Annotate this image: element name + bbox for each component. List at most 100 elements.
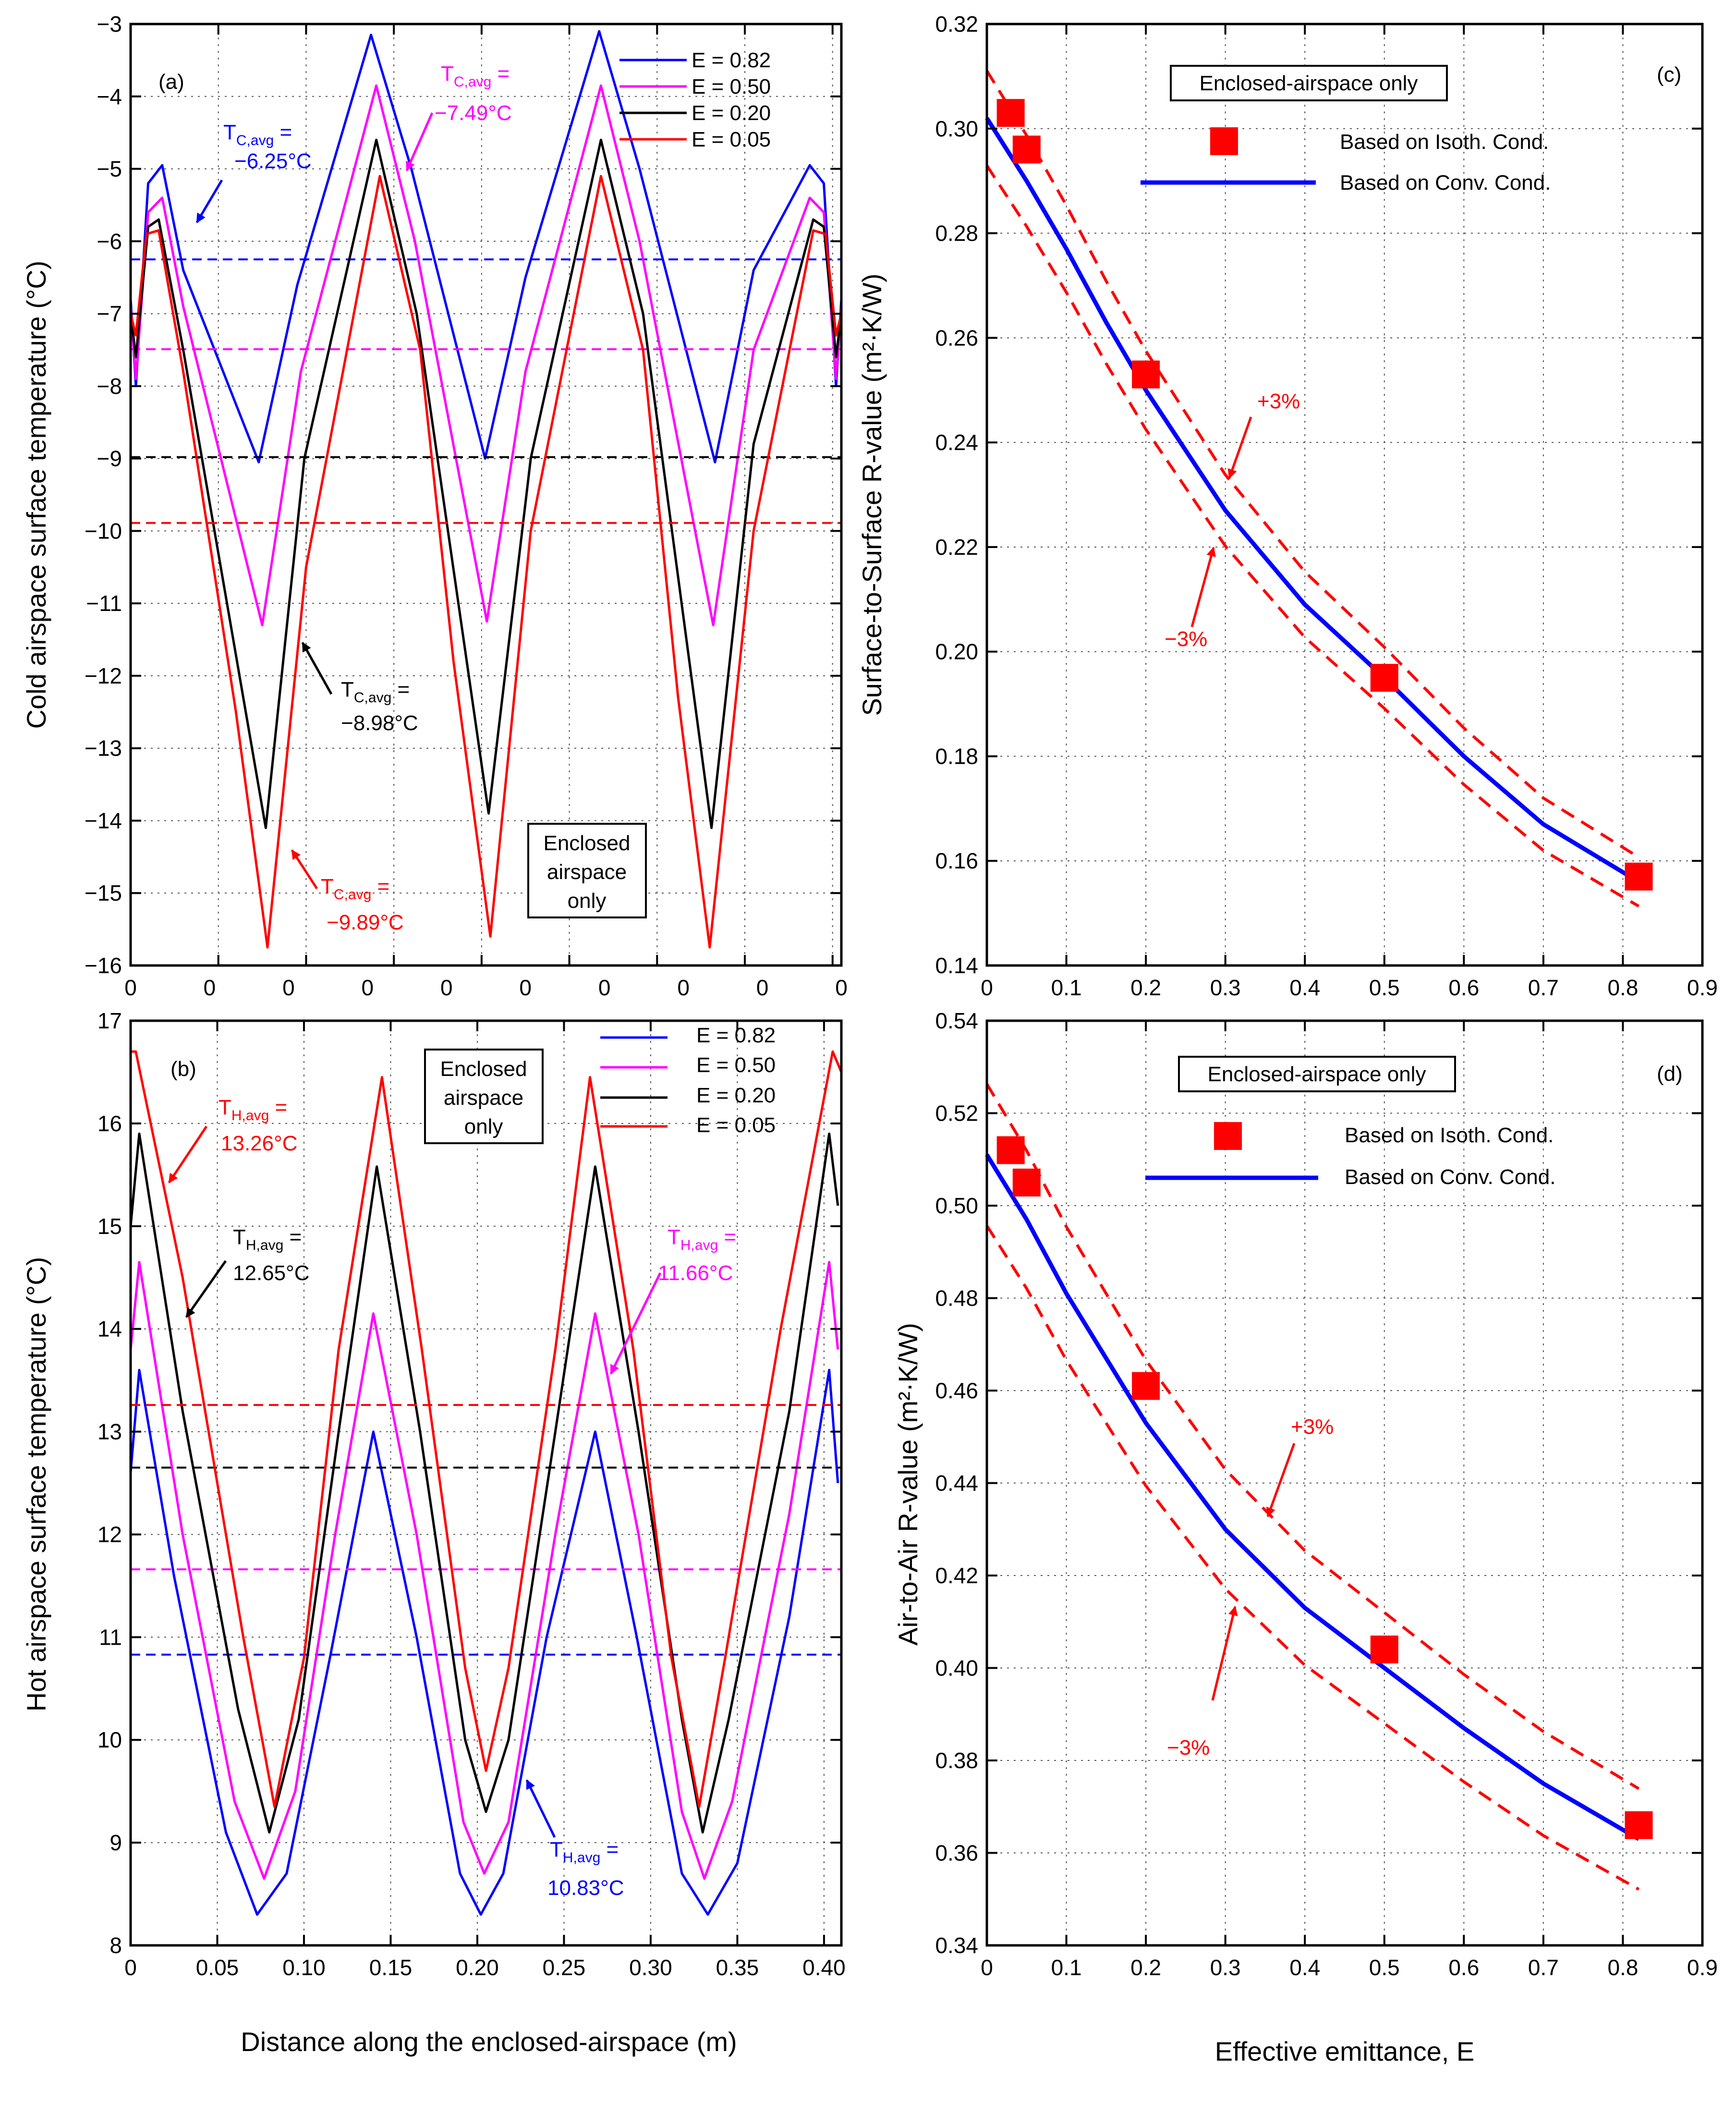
xtick-label-d: 0.9 — [1687, 1955, 1718, 1980]
ytick-label-c: 0.32 — [935, 12, 978, 37]
panel-d-plus-text: +3% — [1291, 1415, 1334, 1439]
annot-b-blue-val: 10.83°C — [547, 1876, 624, 1900]
ytick-label-c: 0.14 — [935, 953, 978, 978]
annot-b-black: TH,avg = 12.65°C — [185, 1225, 309, 1318]
legend-a-label-082: E = 0.82 — [692, 49, 771, 72]
panel-c-minus-text: −3% — [1165, 627, 1207, 651]
ytick-label-d: 0.54 — [935, 1008, 978, 1033]
marker-d-3 — [1370, 1636, 1398, 1663]
annot-b-red: TH,avg = 13.26°C — [168, 1096, 297, 1184]
xtick-label-a: 0 — [677, 975, 690, 1000]
panel-c-boxlabel: Enclosed-airspace only — [1170, 65, 1448, 101]
panel-b-data — [129, 1050, 843, 1916]
ytick-label-a: −11 — [86, 591, 122, 616]
ytick-label-b: 10 — [97, 1727, 122, 1752]
marker-c-0 — [996, 99, 1025, 127]
annot-b-blk-t: T — [233, 1225, 246, 1249]
svg-text:TC,avg =: TC,avg = — [341, 678, 410, 706]
marker-c-3 — [1370, 664, 1398, 692]
ytick-label-c: 0.16 — [935, 848, 978, 873]
annot-b-blk-sub: H,avg — [246, 1237, 283, 1253]
xtick-label-b: 0 — [124, 1955, 137, 1980]
ytick-label-a: −12 — [85, 663, 122, 688]
annot-a-blk-val: −8.98°C — [341, 711, 418, 735]
annot-a-mag-val: −7.49°C — [435, 101, 512, 125]
svg-text:TH,avg =: TH,avg = — [233, 1225, 302, 1253]
note-b-line1: Enclosed — [440, 1057, 527, 1081]
svg-text:TC,avg =: TC,avg = — [321, 875, 389, 903]
ytick-label-d: 0.34 — [935, 1933, 978, 1958]
ytick-label-b: 12 — [97, 1522, 122, 1547]
ytick-label-c: 0.26 — [935, 325, 978, 350]
fit-curve-d — [985, 1153, 1640, 1841]
ytick-label-a: −6 — [97, 229, 122, 254]
xtick-label-c: 0.7 — [1528, 975, 1559, 1000]
annot-b-red-eq: = — [269, 1096, 287, 1119]
panel-a-ticks — [130, 23, 841, 966]
xtick-label-d: 0.4 — [1289, 1955, 1320, 1980]
series-line-b-2 — [129, 1132, 839, 1834]
annot-b-blue-t: T — [550, 1838, 563, 1861]
marker-c-2 — [1132, 360, 1160, 389]
ytick-label-d: 0.50 — [935, 1193, 978, 1218]
ytick-label-d: 0.36 — [935, 1841, 978, 1866]
xtick-label-d: 0.6 — [1448, 1955, 1479, 1980]
panel-d-data — [985, 1083, 1653, 1891]
legend-d-line-label: Based on Conv. Cond. — [1345, 1165, 1555, 1189]
series-line-a-3 — [129, 175, 843, 949]
ytick-label-b: 13 — [97, 1419, 122, 1444]
ytick-label-c: 0.22 — [935, 535, 978, 560]
annot-b-blue-eq: = — [600, 1838, 619, 1861]
annot-b-red-t: T — [219, 1096, 231, 1119]
ytick-label-b: 17 — [97, 1008, 122, 1033]
xtick-label-a: 0 — [598, 975, 611, 1000]
panel-d-plus: +3% — [1266, 1415, 1334, 1517]
ytick-label-c: 0.28 — [935, 221, 978, 246]
xtick-label-c: 0.2 — [1130, 975, 1161, 1000]
xtick-label-c: 0 — [981, 975, 993, 1000]
panel-b-xlabel: Distance along the enclosed-airspace (m) — [241, 2027, 737, 2057]
note-a-line2: airspace — [547, 860, 627, 884]
panel-d-label: (d) — [1657, 1062, 1683, 1086]
annot-a-red-t: T — [321, 875, 334, 898]
annot-b-magenta: TH,avg = 11.66°C — [609, 1225, 736, 1375]
panel-d-minus-text: −3% — [1167, 1736, 1210, 1759]
panel-c-frame — [985, 23, 1704, 967]
xtick-label-d: 0.1 — [1051, 1955, 1082, 1980]
annot-a-red-eq: = — [371, 875, 389, 898]
fit-curve-c — [985, 117, 1640, 884]
marker-d-0 — [996, 1136, 1025, 1164]
svg-text:TH,avg =: TH,avg = — [668, 1225, 736, 1253]
ytick-label-d: 0.42 — [935, 1563, 978, 1588]
annot-a-red-sub: C,avg — [334, 887, 371, 903]
ytick-label-a: −9 — [97, 446, 122, 471]
ytick-label-a: −3 — [97, 12, 122, 37]
panel-a-label: (a) — [158, 70, 184, 94]
annot-a-mag-sub: C,avg — [454, 74, 491, 90]
series-line-a-2 — [129, 138, 843, 829]
ytick-label-d: 0.38 — [935, 1748, 978, 1773]
annot-b-blue: TH,avg = 10.83°C — [525, 1779, 624, 1900]
annot-a-mag-eq: = — [491, 62, 510, 86]
xtick-label-b: 0.25 — [543, 1955, 586, 1980]
panel-c-box-text: Enclosed-airspace only — [1200, 72, 1418, 95]
xtick-label-c: 0.6 — [1448, 975, 1479, 1000]
panel-d-ticks — [986, 1020, 1703, 1946]
panel-d-box-text: Enclosed-airspace only — [1208, 1063, 1426, 1086]
annot-b-blue-sub: H,avg — [563, 1850, 600, 1866]
ytick-label-a: −15 — [85, 880, 122, 905]
xtick-label-b: 0.20 — [456, 1955, 499, 1980]
xtick-label-a: 0 — [362, 975, 374, 1000]
annot-a-magenta: TC,avg = −7.49°C — [405, 62, 512, 171]
legend-c-line-label: Based on Conv. Cond. — [1340, 171, 1551, 195]
xtick-label-a: 0 — [835, 975, 848, 1000]
annot-b-mag-val: 11.66°C — [658, 1261, 733, 1285]
ytick-label-c: 0.24 — [935, 430, 978, 455]
ytick-label-d: 0.44 — [935, 1471, 978, 1496]
xtick-label-b: 0.40 — [802, 1955, 846, 1980]
xtick-label-d: 0.3 — [1210, 1955, 1241, 1980]
svg-text:TH,avg =: TH,avg = — [219, 1096, 287, 1124]
annot-b-mag-t: T — [668, 1225, 680, 1249]
legend-a-label-050: E = 0.50 — [692, 75, 771, 98]
legend-b-label-050: E = 0.50 — [696, 1053, 776, 1077]
